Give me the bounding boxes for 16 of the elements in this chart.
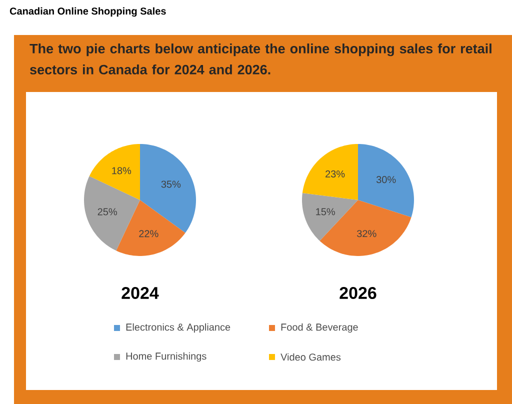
chart-subtitle: The two pie charts below anticipate the online shopping sales for retail sectors in Canada for 2024 and 2026. (30, 44, 492, 74)
legend-label: Video Games (280, 353, 341, 361)
data-label: 22% (139, 230, 158, 238)
data-label: 25% (98, 208, 117, 216)
data-label: 32% (357, 230, 376, 238)
data-label: 18% (112, 167, 132, 174)
slice-label: 2024 (122, 286, 159, 300)
data-label: 30% (376, 176, 396, 184)
legend-label: Home Furnishings (126, 352, 206, 362)
legend-label: Food & Beverage (281, 323, 358, 333)
chart-title: Canadian Online Shopping Sales (10, 7, 166, 17)
legend-label: Electronics & Appliance (126, 323, 230, 333)
slice-label: 2026 (340, 286, 376, 300)
data-label: 35% (161, 180, 181, 188)
data-label: 23% (326, 170, 345, 178)
data-label: 15% (316, 208, 335, 216)
